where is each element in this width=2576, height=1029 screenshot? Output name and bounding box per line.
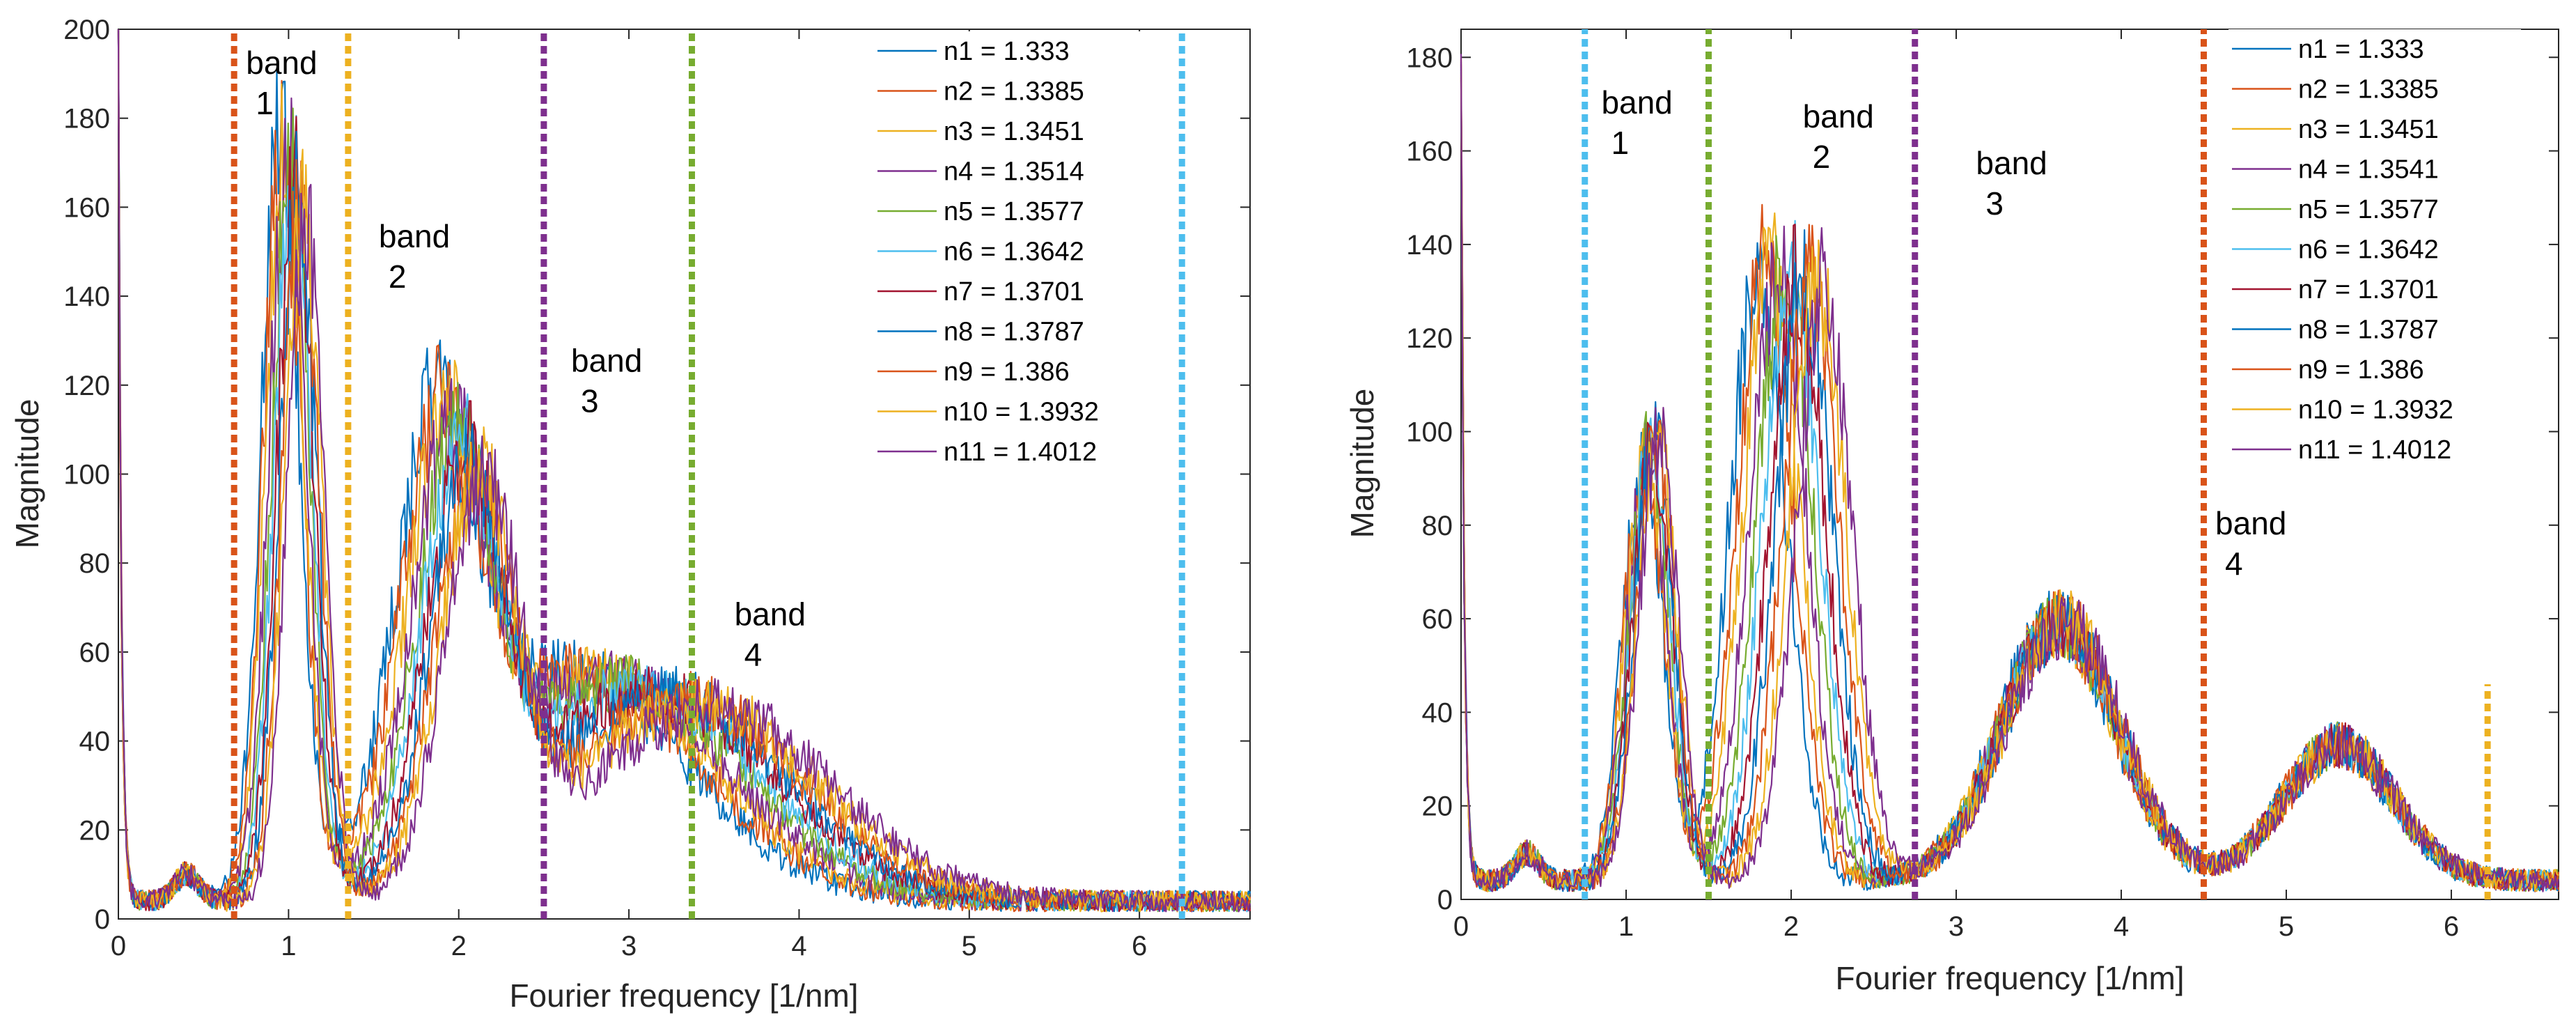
- band-label: band: [735, 596, 806, 633]
- right-y-axis-label: Magnitude: [1344, 389, 1380, 539]
- y-tick-label: 180: [1406, 42, 1453, 73]
- y-tick-label: 180: [63, 104, 110, 134]
- band-label: band: [1601, 84, 1672, 121]
- x-tick-label: 6: [1132, 931, 1147, 961]
- y-tick-label: 80: [79, 548, 111, 579]
- series-line: [117, 29, 1251, 913]
- legend-box: [874, 31, 1153, 486]
- legend-entry: n3 = 1.3451: [944, 117, 1084, 146]
- legend-entry: n6 = 1.3642: [944, 238, 1084, 267]
- left-y-axis-label: Magnitude: [9, 399, 45, 549]
- series-line: [1460, 59, 2560, 892]
- y-tick-label: 60: [79, 637, 111, 668]
- y-tick-label: 120: [1406, 323, 1453, 354]
- right-legend: n1 = 1.333 n2 = 1.3385 n3 = 1.3451 n4 = 1.3…: [2228, 29, 2521, 484]
- band-label: band: [379, 218, 450, 254]
- x-tick-label: 6: [2444, 911, 2459, 942]
- x-tick-label: 4: [2114, 911, 2129, 942]
- legend-entry: n7 = 1.3701: [944, 277, 1084, 307]
- legend-entry: n10 = 1.3932: [944, 398, 1099, 427]
- right-band-labels: band 1 band 2 band 3 band 4: [1601, 84, 2286, 582]
- band-label: band: [2215, 505, 2286, 541]
- band-number: 1: [256, 85, 274, 121]
- band-label: band: [1976, 145, 2047, 181]
- y-tick-label: 100: [1406, 417, 1453, 447]
- y-tick-label: 0: [1437, 885, 1453, 915]
- y-tick-label: 160: [63, 192, 110, 223]
- legend-entry: n9 = 1.386: [944, 357, 1070, 387]
- series-line: [1460, 61, 2559, 892]
- legend-entry: n7 = 1.3701: [2298, 275, 2439, 304]
- y-tick-label: 60: [1422, 604, 1453, 635]
- x-tick-label: 5: [962, 931, 977, 961]
- legend-entry: n5 = 1.3577: [2298, 195, 2439, 224]
- x-tick-label: 4: [791, 931, 806, 961]
- series-line: [117, 29, 1251, 913]
- left-x-axis-label: Fourier frequency [1/nm]: [509, 977, 858, 1014]
- legend-entry: n4 = 1.3541: [2298, 155, 2439, 185]
- band-number: 4: [2225, 546, 2243, 582]
- left-curves: [117, 29, 1251, 913]
- y-tick-label: 120: [63, 371, 110, 401]
- y-tick-label: 20: [79, 815, 111, 846]
- y-tick-label: 40: [1422, 697, 1453, 728]
- x-tick-label: 3: [1949, 911, 1964, 942]
- y-tick-label: 100: [63, 460, 110, 490]
- legend-entry: n6 = 1.3642: [2298, 235, 2439, 265]
- legend-entry: n1 = 1.333: [944, 37, 1070, 66]
- band-number: 2: [389, 258, 407, 295]
- legend-entry: n8 = 1.3787: [2298, 316, 2439, 345]
- band-number: 3: [1985, 185, 2004, 222]
- band-number: 2: [1813, 139, 1831, 175]
- y-tick-label: 160: [1406, 137, 1453, 167]
- y-tick-label: 140: [1406, 230, 1453, 261]
- y-tick-label: 200: [63, 15, 110, 45]
- left-band-labels: band 1 band 2 band 3 band 4: [246, 45, 806, 673]
- x-tick-label: 0: [1453, 911, 1469, 942]
- x-tick-label: 2: [1783, 911, 1799, 942]
- x-tick-label: 1: [1618, 911, 1634, 942]
- x-tick-label: 5: [2279, 911, 2294, 942]
- y-tick-label: 140: [63, 281, 110, 312]
- legend-entry: n3 = 1.3451: [2298, 115, 2439, 144]
- right-x-axis-label: Fourier frequency [1/nm]: [1835, 960, 2184, 996]
- legend-entry: n5 = 1.3577: [944, 197, 1084, 226]
- x-tick-label: 1: [281, 931, 296, 961]
- x-tick-label: 3: [621, 931, 637, 961]
- band-number: 3: [581, 383, 599, 419]
- right-band-lines: [1582, 29, 2491, 899]
- legend-entry: n11 = 1.4012: [944, 438, 1097, 467]
- x-tick-label: 0: [111, 931, 126, 961]
- legend-entry: n1 = 1.333: [2298, 35, 2424, 64]
- x-tick-label: 2: [451, 931, 467, 961]
- y-tick-label: 0: [95, 904, 110, 935]
- series-line: [117, 29, 1251, 913]
- legend-box: [2228, 29, 2521, 484]
- y-tick-label: 40: [79, 727, 111, 757]
- legend-entry: n9 = 1.386: [2298, 355, 2424, 385]
- series-line: [1460, 54, 2560, 892]
- band-label: band: [571, 343, 642, 379]
- band-label: band: [1803, 98, 1874, 134]
- band-number: 4: [744, 637, 763, 673]
- legend-entry: n2 = 1.3385: [2298, 75, 2439, 105]
- y-tick-label: 20: [1422, 791, 1453, 822]
- y-tick-label: 80: [1422, 511, 1453, 541]
- left-legend: n1 = 1.333 n2 = 1.3385 n3 = 1.3451 n4 = 1.3…: [874, 31, 1153, 486]
- legend-entry: n8 = 1.3787: [944, 318, 1084, 347]
- legend-entry: n10 = 1.3932: [2298, 396, 2453, 425]
- legend-entry: n11 = 1.4012: [2298, 435, 2451, 465]
- left-band-lines: [231, 29, 1185, 919]
- band-number: 1: [1611, 125, 1629, 161]
- band-label: band: [246, 45, 317, 81]
- right-curves: [1460, 54, 2560, 892]
- legend-entry: n2 = 1.3385: [944, 77, 1084, 107]
- legend-entry: n4 = 1.3514: [944, 157, 1084, 187]
